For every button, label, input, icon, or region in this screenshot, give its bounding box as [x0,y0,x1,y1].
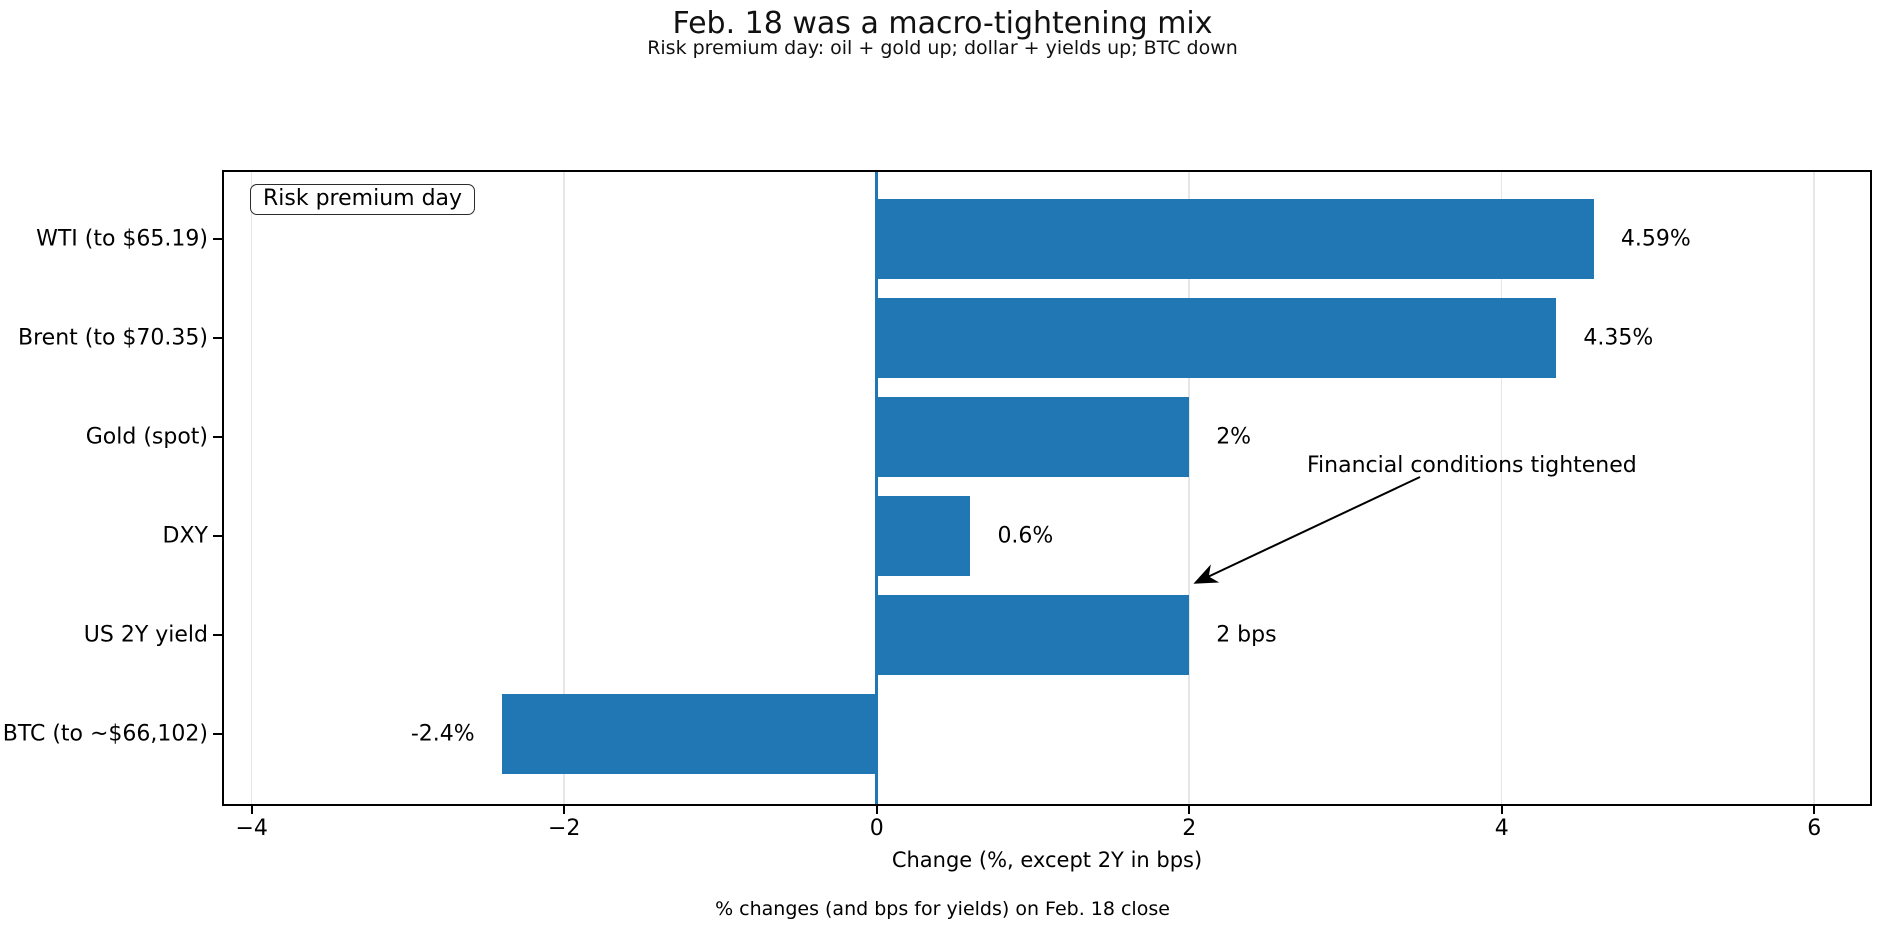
x-tick-label: −4 [235,816,268,841]
y-tick-mark [213,733,222,735]
bar-value-label: 4.59% [1620,226,1691,252]
zero-axis-line [875,170,878,806]
x-axis-label: Change (%, except 2Y in bps) [891,848,1203,872]
legend-label: Risk premium day [263,186,463,211]
x-tick-mark [1813,806,1816,814]
y-tick-mark [213,337,222,339]
x-tick-mark [875,806,878,814]
bar [876,199,1594,279]
gridline [1188,170,1190,806]
bar [876,397,1190,477]
y-tick-mark [213,634,222,636]
legend-box: Risk premium day [250,184,476,215]
y-axis-label: BTC (to ~$66,102) [2,721,208,747]
bar [876,298,1557,378]
gridline [250,170,253,806]
bar [501,694,877,774]
x-tick-label: −2 [547,816,581,841]
y-axis-label: Gold (spot) [85,424,208,450]
chart-title: Feb. 18 was a macro-tightening mix [672,6,1213,41]
y-tick-mark [213,535,222,537]
x-tick-label: 4 [1494,816,1509,841]
x-tick-mark [1500,806,1503,814]
bar [876,595,1190,675]
x-tick-mark [250,806,253,814]
y-axis-label: Brent (to $70.35) [18,325,208,351]
bar-value-label: 2 bps [1216,622,1277,648]
gridline [1500,170,1503,806]
chart-caption: % changes (and bps for yields) on Feb. 1… [715,898,1170,920]
bar-value-label: 2% [1216,424,1252,450]
bar-value-label: 0.6% [997,523,1054,549]
bar [876,496,971,576]
chart-subtitle: Risk premium day: oil + gold up; dollar … [647,37,1238,59]
bar-value-label: 4.35% [1583,325,1654,351]
gridline [1813,170,1815,806]
y-tick-mark [213,238,222,240]
plot-area: Risk premium day Financial conditions ti… [3,170,1872,841]
x-tick-label: 2 [1182,816,1197,841]
y-axis-label: DXY [162,523,208,549]
gridline [563,170,565,806]
bar-value-label: -2.4% [410,721,475,747]
x-tick-mark [563,806,566,814]
x-tick-label: 0 [869,816,884,841]
y-axis-label: US 2Y yield [83,622,208,648]
x-tick-mark [1188,806,1191,814]
y-tick-mark [213,436,222,438]
y-axis-label: WTI (to $65.19) [36,226,208,252]
annotation-text: Financial conditions tightened [1307,453,1637,478]
x-tick-label: 6 [1807,816,1822,841]
